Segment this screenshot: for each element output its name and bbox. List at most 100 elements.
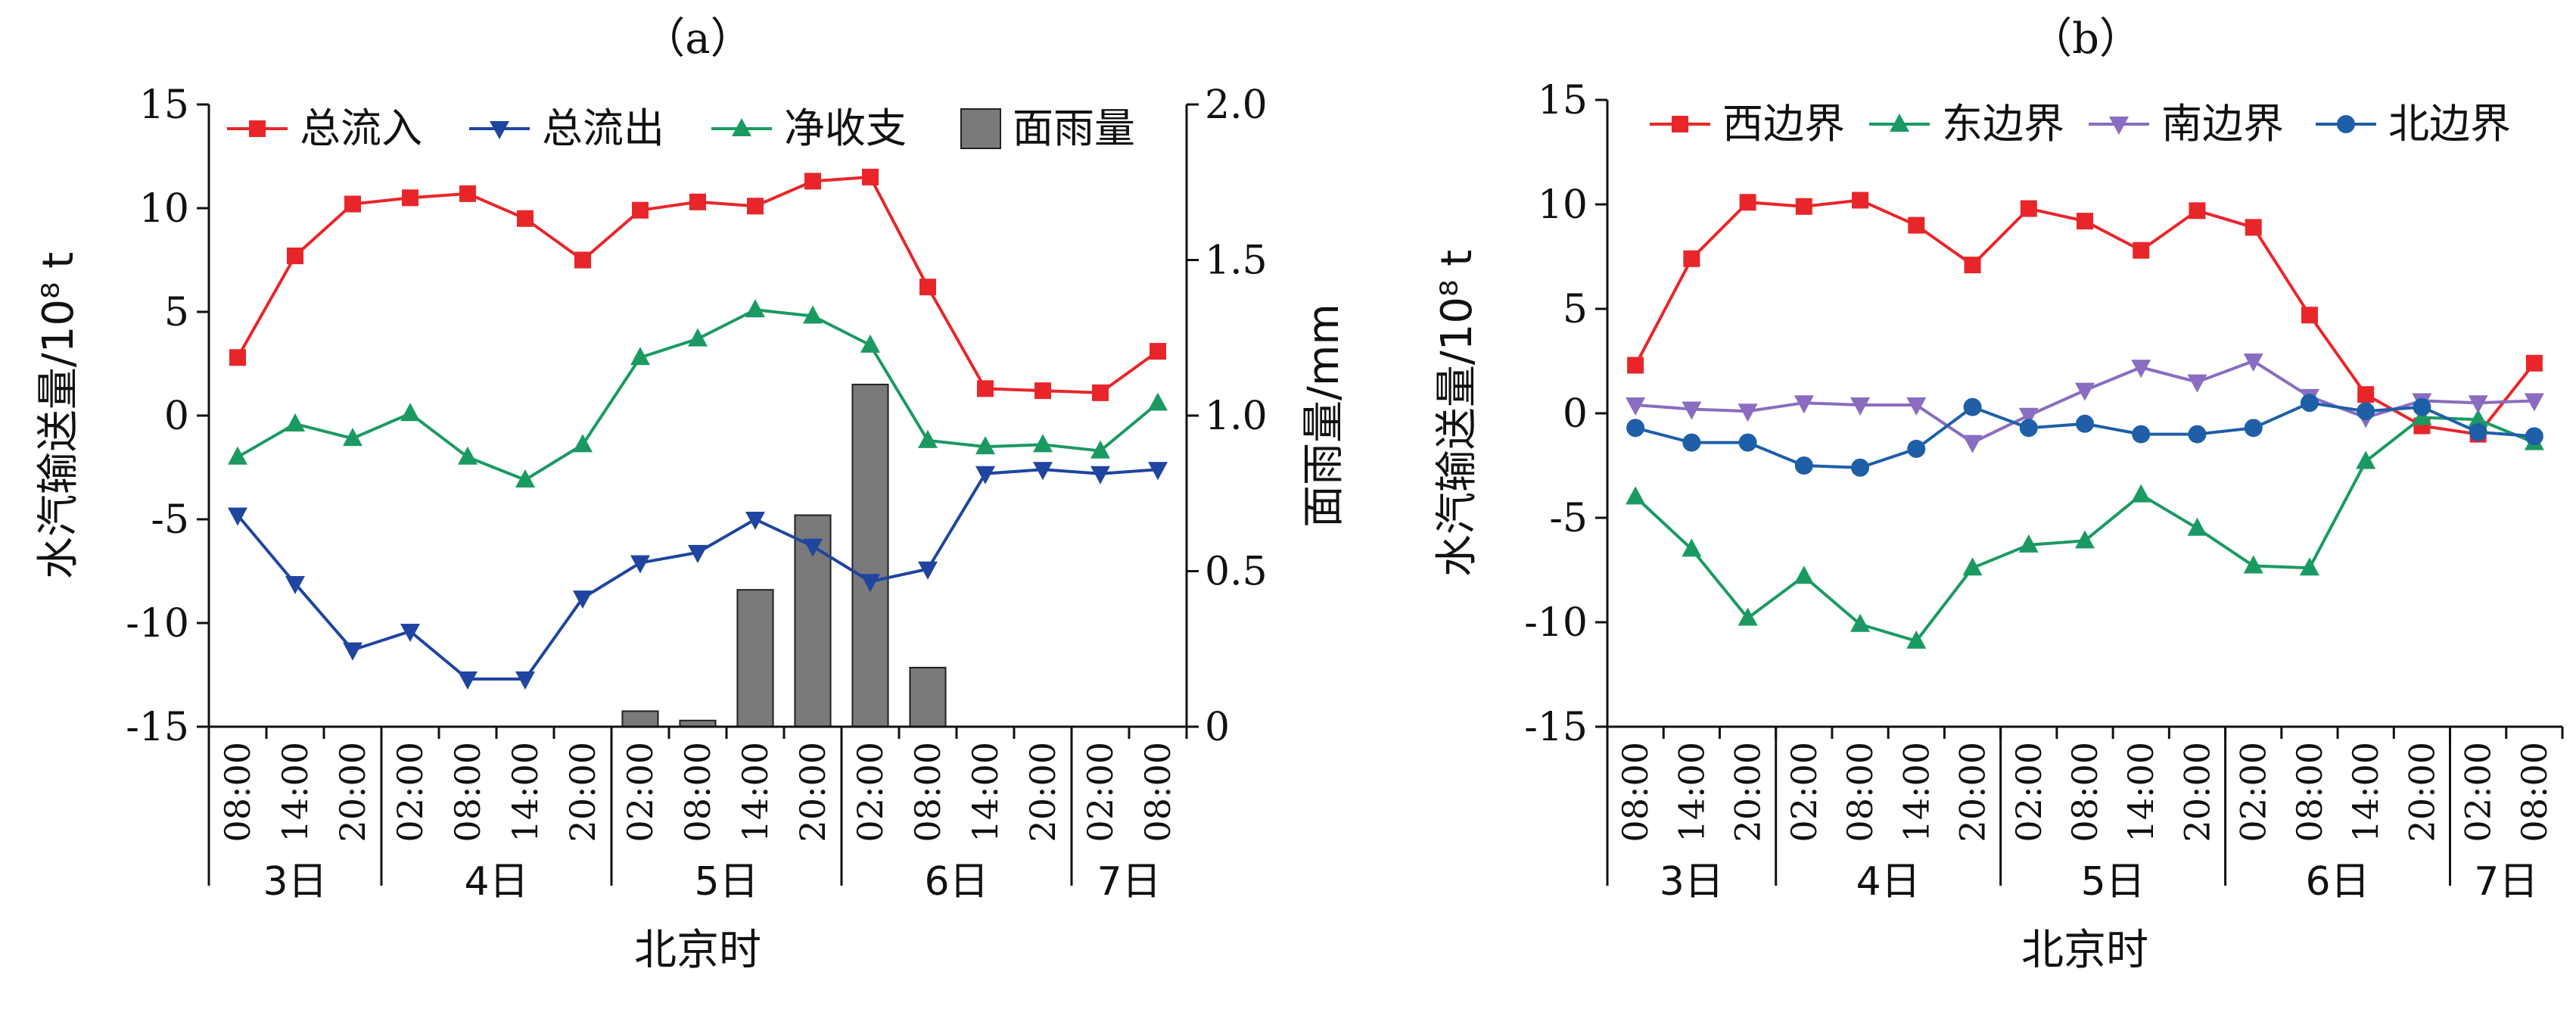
data-point <box>975 436 995 455</box>
day-label: 6日 <box>924 859 988 905</box>
x-tick-label: 14:00 <box>2120 742 2161 843</box>
data-point <box>1034 382 1051 400</box>
data-point <box>402 189 418 207</box>
panel-b: （b） -15 -10 -5 0 5 10 15 水汽输送量/10⁸ t 08:00 14:00 20… <box>1433 14 2564 975</box>
data-point <box>803 305 823 324</box>
x-tick-label: 20:00 <box>332 742 373 843</box>
data-point <box>1795 198 1812 215</box>
rain-bar <box>621 710 659 728</box>
data-point <box>2020 200 2037 217</box>
data-point <box>1906 630 1927 649</box>
legend-label: 净收支 <box>784 104 907 152</box>
data-point <box>918 429 938 448</box>
rain-bar <box>736 589 774 727</box>
data-point <box>229 349 246 366</box>
data-point <box>1962 557 1983 576</box>
y2-axis-label: 面雨量/mm <box>1299 304 1349 528</box>
legend-marker <box>732 118 751 136</box>
legend-marker <box>1890 114 1909 132</box>
y-tick-label: 0 <box>164 394 189 439</box>
data-point <box>1850 613 1871 632</box>
x-axis-label: 北京时 <box>634 926 761 975</box>
legend-marker <box>1672 116 1688 132</box>
series-3 <box>1626 394 2543 477</box>
legend-label: 面雨量 <box>1013 104 1135 152</box>
x-tick-label: 14:00 <box>735 742 776 843</box>
x-tick-label: 20:00 <box>562 742 603 843</box>
rain-bar <box>794 514 832 728</box>
legend-label: 东边界 <box>1942 100 2064 148</box>
legend-marker <box>249 120 266 137</box>
data-point <box>977 380 994 397</box>
data-point <box>2018 407 2039 426</box>
data-point <box>1738 403 1758 422</box>
y2-tick-label: 2.0 <box>1205 83 1268 128</box>
panel-label: （a） <box>642 14 752 64</box>
data-point <box>630 347 650 366</box>
y-tick-label: 15 <box>139 83 189 128</box>
data-point <box>515 671 535 690</box>
y-tick-label: -5 <box>1549 496 1588 541</box>
day-label: 4日 <box>1856 859 1921 905</box>
legend-marker <box>490 121 509 139</box>
x-tick-label: 08:00 <box>2289 742 2330 843</box>
data-point <box>1092 384 1109 401</box>
data-point <box>860 574 880 593</box>
data-point <box>343 428 362 447</box>
data-point <box>2468 409 2488 428</box>
data-point <box>1627 357 1644 374</box>
data-point <box>1682 433 1701 452</box>
day-label: 7日 <box>1097 859 1161 905</box>
data-point <box>2187 374 2207 393</box>
y-tick-label: -15 <box>1524 705 1588 750</box>
x-tick-label: 02:00 <box>1080 742 1121 843</box>
y2-tick-label: 1.5 <box>1205 238 1268 284</box>
data-point <box>2469 422 2487 441</box>
data-point <box>2187 517 2207 536</box>
y2-tick-label: 1.0 <box>1205 394 1268 439</box>
data-point <box>1148 462 1168 481</box>
rain-bar <box>851 383 889 727</box>
data-point <box>862 168 879 185</box>
x-tick-label: 08:00 <box>907 742 948 843</box>
x-tick-label: 08:00 <box>1615 742 1656 843</box>
data-point <box>2244 419 2263 438</box>
data-point <box>2075 382 2095 401</box>
data-point <box>2245 219 2262 236</box>
data-point <box>2075 530 2095 549</box>
data-point <box>918 561 938 580</box>
data-point <box>2243 555 2263 574</box>
data-point <box>343 642 362 661</box>
data-point <box>1794 395 1814 414</box>
data-point <box>1739 194 1756 211</box>
x-tick-label: 14:00 <box>1896 742 1937 843</box>
x-tick-label: 08:00 <box>2514 742 2555 843</box>
data-point <box>1148 392 1168 411</box>
data-point <box>2131 360 2151 378</box>
data-point <box>1738 433 1757 452</box>
data-point <box>1683 250 1700 267</box>
x-tick-label: 02:00 <box>620 742 661 843</box>
legend-label: 西边界 <box>1722 100 1845 148</box>
x-tick-label: 02:00 <box>2458 742 2499 843</box>
panel-a: （a） -15 -10 -5 0 5 10 15 0 0.5 1.0 1.5 2.0 面雨量/mm 水汽输送… <box>34 14 1349 975</box>
day-label: 5日 <box>2081 859 2145 905</box>
y-tick-label: 0 <box>1563 391 1588 437</box>
x-tick-label: 02:00 <box>390 742 431 843</box>
series-line <box>236 468 1159 681</box>
panel-label: （b） <box>2030 14 2142 64</box>
data-point <box>2468 395 2488 414</box>
legend-label: 总流出 <box>542 104 664 152</box>
y-tick-label: -15 <box>126 705 189 750</box>
data-point <box>803 538 823 557</box>
y-tick-label: -5 <box>151 497 189 543</box>
data-point <box>2525 354 2543 372</box>
data-point <box>1150 343 1166 360</box>
data-point <box>1851 458 1870 477</box>
x-tick-label: 08:00 <box>677 742 718 843</box>
data-point <box>2299 557 2319 576</box>
data-point <box>630 555 650 574</box>
data-point <box>1794 565 1814 584</box>
x-tick-label: 02:00 <box>1784 742 1825 843</box>
data-point <box>2077 213 2093 230</box>
